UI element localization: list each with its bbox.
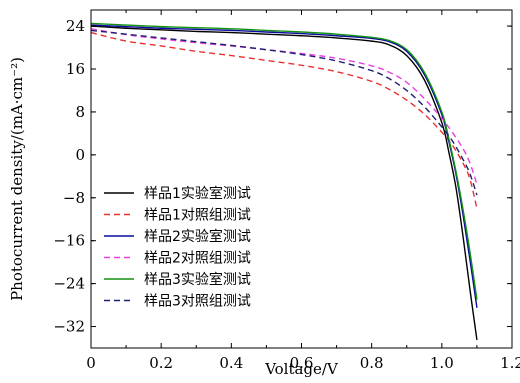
y-tick-label: 0 [75,146,85,164]
y-axis-title: Photocurrent density/(mA·cm⁻²) [8,57,26,301]
series-line-5 [90,22,478,300]
y-tick-label: −8 [63,189,85,207]
y-axis: 24 16 8 0 −8 −16 −24 −32 [53,17,512,336]
series-line-4 [90,28,478,185]
series-layer [90,22,478,341]
y-tick-label: −32 [53,318,85,336]
x-tick-label: 0.6 [290,354,314,372]
x-tick-label: 0.8 [360,354,384,372]
legend-label: 样品3实验室测试 [144,271,251,288]
x-axis: 0 0.2 0.4 0.6 0.8 1.0 1.2 [86,10,520,372]
x-axis-title: Voltage/V [264,360,339,378]
legend-label: 样品1对照组测试 [144,208,251,224]
y-tick-label: −16 [53,232,85,250]
legend-label: 样品2实验室测试 [144,228,251,245]
x-tick-label: 1.2 [500,354,520,372]
y-tick-label: −24 [53,275,85,293]
x-tick-label: 0.2 [149,354,173,372]
legend-label: 样品3对照组测试 [144,294,251,310]
series-line-6 [90,29,478,196]
y-tick-label: 8 [75,103,85,121]
x-tick-label: 1.0 [430,354,454,372]
x-tick-label: 0.4 [219,354,243,372]
x-tick-label: 0 [86,354,96,372]
legend: 样品1实验室测试样品1对照组测试样品2实验室测试样品2对照组测试样品3实验室测试… [104,185,251,310]
series-line-2 [90,31,478,209]
y-tick-label: 24 [66,17,85,35]
y-tick-label: 16 [66,60,85,78]
series-line-1 [90,25,478,341]
legend-label: 样品2对照组测试 [144,251,251,267]
legend-label: 样品1实验室测试 [144,185,251,202]
